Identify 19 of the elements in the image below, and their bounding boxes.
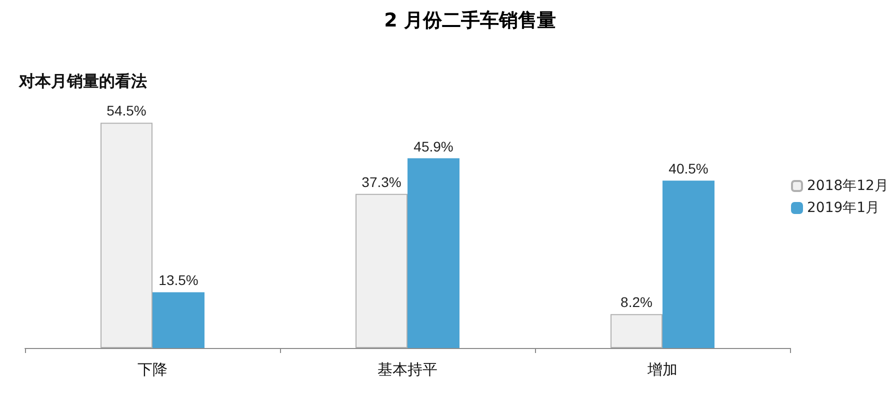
bar [610,314,662,348]
data-label: 45.9% [414,138,454,154]
x-tick-label: 下降 [138,360,168,378]
data-label: 37.3% [362,174,402,190]
bar [662,180,714,348]
data-label: 54.5% [106,102,146,119]
data-label: 40.5% [668,160,708,177]
x-tick-label: 基本持平 [378,360,438,378]
data-label: 8.2% [620,294,652,310]
legend-label: 2018年12月 [807,178,888,194]
chart-title: 2 月份二手车销售量 [384,10,556,32]
bar [408,158,460,348]
data-label: 13.5% [158,272,198,288]
chart-subtitle: 对本月销量的看法 [18,72,147,90]
bar [100,122,152,348]
x-tick-label: 增加 [646,360,678,378]
bar [152,292,204,348]
legend-label: 2019年1月 [807,200,880,216]
bar [356,194,408,348]
